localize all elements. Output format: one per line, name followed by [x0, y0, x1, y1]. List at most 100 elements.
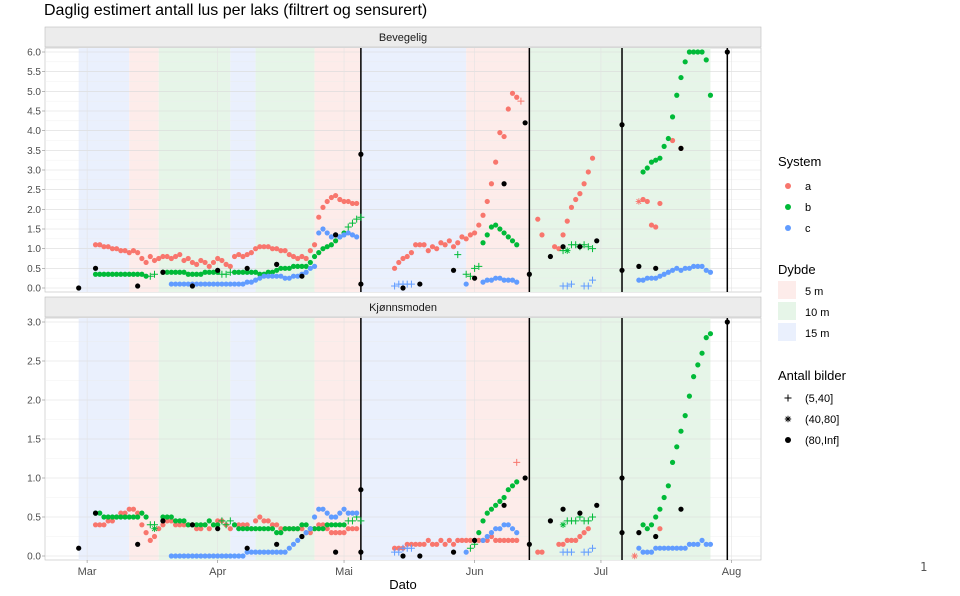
point-a: [648, 222, 655, 228]
point-obs: [358, 487, 364, 493]
point-c: [316, 506, 322, 512]
point-a: [130, 506, 137, 512]
point-b: [295, 263, 301, 269]
point-obs: [450, 267, 457, 273]
point-a: [328, 194, 334, 201]
point-a: [459, 537, 465, 544]
point-a: [118, 510, 124, 516]
point-b: [480, 518, 486, 524]
x-axis-title: Dato: [389, 577, 416, 592]
point-a: [156, 526, 162, 532]
point-c: [514, 530, 520, 536]
point-b: [257, 271, 263, 277]
point-c: [699, 537, 705, 544]
point-b: [265, 269, 271, 275]
point-a: [257, 514, 263, 520]
point-b: [505, 234, 511, 240]
point-a: [135, 510, 141, 516]
point-b: [231, 269, 238, 275]
point-c: [303, 530, 309, 536]
legend-label-bilder: (40,80]: [805, 414, 839, 426]
point-a: [198, 526, 204, 532]
point-b-plus: [580, 241, 588, 249]
point-a: [552, 244, 558, 250]
point-b: [126, 514, 132, 520]
point-c: [695, 263, 701, 269]
point-a: [573, 537, 579, 544]
point-a: [194, 261, 200, 267]
point-b: [257, 526, 263, 532]
point-b: [236, 526, 242, 532]
point-obs: [135, 283, 141, 289]
point-c: [488, 277, 495, 283]
point-c: [686, 265, 693, 271]
point-a: [354, 526, 360, 532]
point-b-plus: [589, 513, 597, 521]
point-b: [236, 269, 242, 275]
point-b-plus: [151, 270, 159, 278]
point-obs: [358, 151, 364, 157]
point-a: [172, 253, 179, 260]
point-a: [333, 192, 339, 199]
point-a: [349, 200, 356, 207]
point-obs: [501, 502, 507, 508]
point-obs: [653, 533, 659, 540]
point-a: [467, 537, 473, 544]
point-c: [311, 263, 318, 269]
point-b: [320, 246, 326, 252]
point-b: [189, 271, 196, 277]
point-a: [101, 522, 107, 528]
point-b: [514, 479, 520, 485]
point-b: [299, 263, 305, 269]
point-b: [653, 514, 659, 520]
point-b: [514, 242, 520, 248]
point-a: [265, 244, 271, 250]
point-obs: [299, 273, 305, 279]
point-obs: [619, 122, 625, 128]
point-b: [682, 413, 688, 419]
y-tick-label: 3.0: [27, 318, 41, 329]
point-a: [434, 541, 440, 547]
point-c: [198, 281, 204, 287]
point-b: [278, 265, 284, 271]
point-obs: [400, 285, 406, 291]
point-a: [290, 253, 297, 260]
point-c: [324, 230, 330, 236]
point-b: [657, 506, 663, 512]
point-b: [480, 240, 486, 246]
point-a: [114, 246, 120, 252]
y-tick-label: 2.0: [27, 396, 41, 407]
point-c: [202, 553, 208, 559]
point-c: [636, 545, 642, 551]
point-obs: [274, 261, 280, 267]
legend-key-dot: [785, 437, 791, 443]
point-a: [442, 242, 448, 248]
point-obs: [577, 510, 583, 516]
point-c: [345, 510, 351, 516]
point-c: [644, 549, 650, 555]
point-b: [101, 271, 107, 277]
point-b: [657, 155, 663, 161]
point-c: [210, 281, 217, 287]
point-obs: [547, 253, 554, 260]
legend-title-bilder: Antall bilder: [778, 368, 847, 383]
point-c-plus: [567, 548, 575, 556]
point-b: [661, 143, 667, 149]
point-c-plus: [589, 544, 597, 552]
point-c: [653, 545, 659, 551]
point-b: [172, 518, 179, 524]
point-a: [236, 251, 242, 258]
point-a: [92, 522, 99, 528]
point-a: [408, 250, 415, 256]
point-b: [493, 222, 499, 228]
point-c: [703, 541, 709, 547]
point-b-plus: [589, 245, 597, 253]
point-c: [341, 232, 347, 238]
point-a: [320, 204, 326, 210]
point-b: [202, 269, 208, 275]
point-a: [589, 155, 596, 161]
point-c: [682, 545, 688, 551]
point-c: [290, 541, 297, 547]
point-a: [147, 537, 153, 544]
